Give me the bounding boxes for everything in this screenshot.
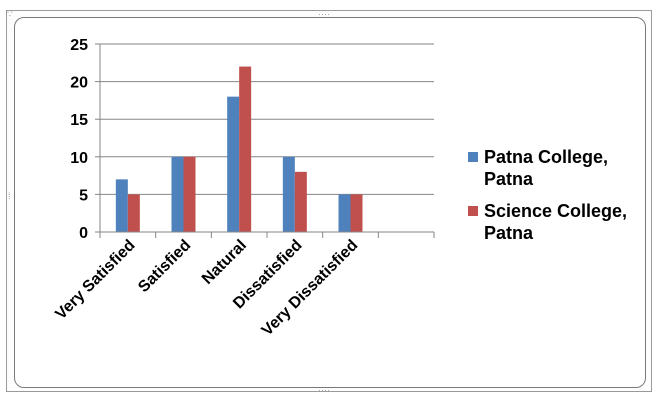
gridlines — [100, 43, 434, 195]
x-tick-label: Very Dissatisfied — [259, 237, 362, 340]
bar — [171, 156, 184, 232]
bar — [127, 194, 140, 232]
y-tick-label: 20 — [70, 75, 88, 92]
bar — [115, 179, 128, 232]
y-tick-label: 0 — [79, 225, 88, 242]
bar — [350, 194, 363, 232]
bar — [338, 194, 351, 232]
bar — [227, 96, 240, 232]
x-tick-label: Very Satisfied — [52, 237, 138, 323]
corner-handle-top-left[interactable]: ∵ — [7, 9, 13, 19]
bar — [183, 156, 196, 232]
bar — [294, 171, 307, 232]
legend-label: Science College, Patna — [484, 201, 628, 243]
legend-label: Patna College, Patna — [484, 147, 609, 189]
legend: Patna College, Patna Science College, Pa… — [468, 146, 648, 254]
x-tick-label: Natural — [199, 237, 250, 288]
bar — [282, 156, 295, 232]
y-tick-label: 25 — [70, 37, 88, 54]
legend-swatch-blue — [468, 152, 478, 162]
bottom-resize-handle[interactable]: ···· — [318, 385, 330, 395]
x-tick-label: Satisfied — [135, 237, 194, 296]
legend-item-science-college: Science College, Patna — [468, 200, 648, 244]
y-tick-label: 10 — [70, 150, 88, 167]
bars — [115, 66, 363, 232]
legend-item-patna-college: Patna College, Patna — [468, 146, 648, 190]
legend-swatch-red — [468, 206, 478, 216]
y-tick-label: 15 — [70, 112, 88, 129]
left-resize-handle[interactable]: ⁞ — [8, 191, 11, 201]
axes — [95, 43, 435, 238]
top-resize-handle[interactable]: ···· — [318, 9, 330, 19]
bar — [239, 66, 252, 232]
y-tick-label: 5 — [79, 187, 88, 204]
